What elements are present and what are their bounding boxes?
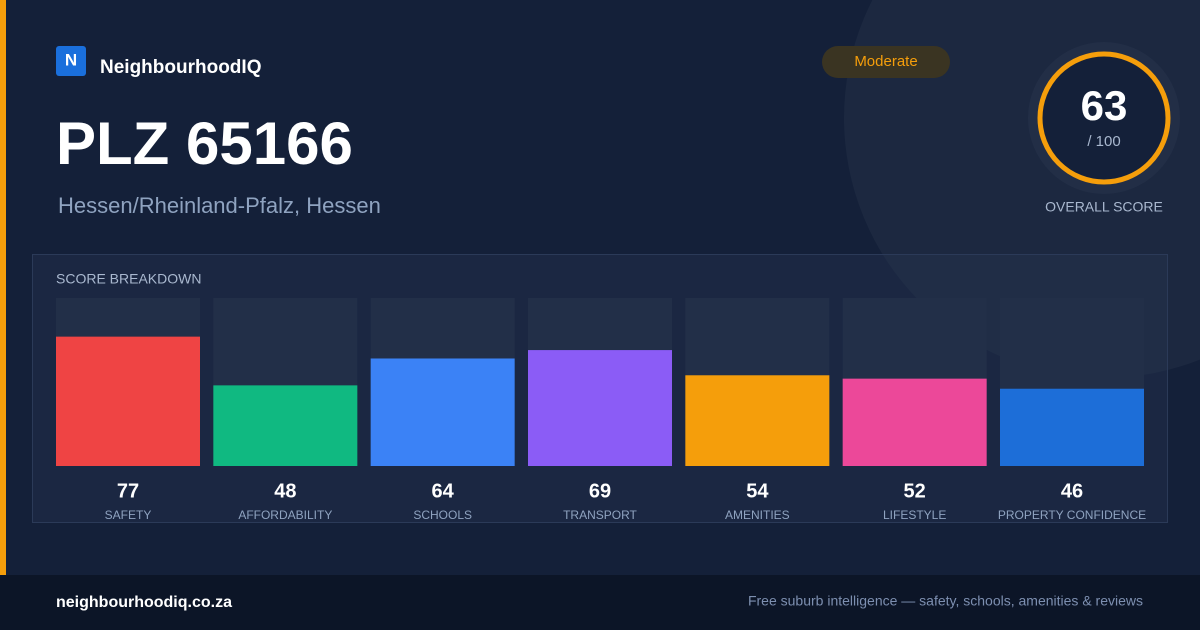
footer-tagline: Free suburb intelligence — safety, schoo… xyxy=(748,593,1143,609)
bar xyxy=(842,378,987,466)
logo-letter: N xyxy=(65,50,77,69)
bar-value: 48 xyxy=(274,480,296,502)
score-label: OVERALL SCORE xyxy=(1045,199,1163,215)
bar xyxy=(370,358,515,466)
title: PLZ 65166 xyxy=(56,110,353,177)
bar-value: 64 xyxy=(432,480,455,502)
badge xyxy=(822,46,950,78)
footer xyxy=(0,575,1200,630)
footer-url: neighbourhoodiq.co.za xyxy=(56,594,232,611)
score-value: 63 xyxy=(1081,82,1128,129)
bar xyxy=(685,375,830,466)
bar xyxy=(56,336,200,466)
bar-label: AMENITIES xyxy=(725,508,790,522)
subtitle: Hessen/Rheinland-Pfalz, Hessen xyxy=(58,193,381,218)
bar-value: 77 xyxy=(117,480,139,502)
bar-value: 46 xyxy=(1061,480,1083,502)
breakdown-title: SCORE BREAKDOWN xyxy=(56,271,201,287)
bar-label: PROPERTY CONFIDENCE xyxy=(998,508,1146,522)
bar-value: 54 xyxy=(746,480,769,502)
bar-label: LIFESTYLE xyxy=(883,508,946,522)
bar-label: SCHOOLS xyxy=(413,508,472,522)
bar-label: TRANSPORT xyxy=(563,508,637,522)
score-out-of: / 100 xyxy=(1087,133,1120,150)
badge-text: Moderate xyxy=(854,53,917,70)
bar-label: AFFORDABILITY xyxy=(238,508,332,522)
logo xyxy=(56,46,86,76)
bar-value: 69 xyxy=(589,480,611,502)
accent-stripe xyxy=(0,0,6,575)
bar xyxy=(1000,388,1144,466)
bar-label: SAFETY xyxy=(105,508,152,522)
bar xyxy=(213,385,358,466)
bar-value: 52 xyxy=(904,480,926,502)
score-ring xyxy=(1037,51,1171,185)
brand-name: NeighbourhoodIQ xyxy=(100,57,261,78)
bar xyxy=(528,350,672,466)
